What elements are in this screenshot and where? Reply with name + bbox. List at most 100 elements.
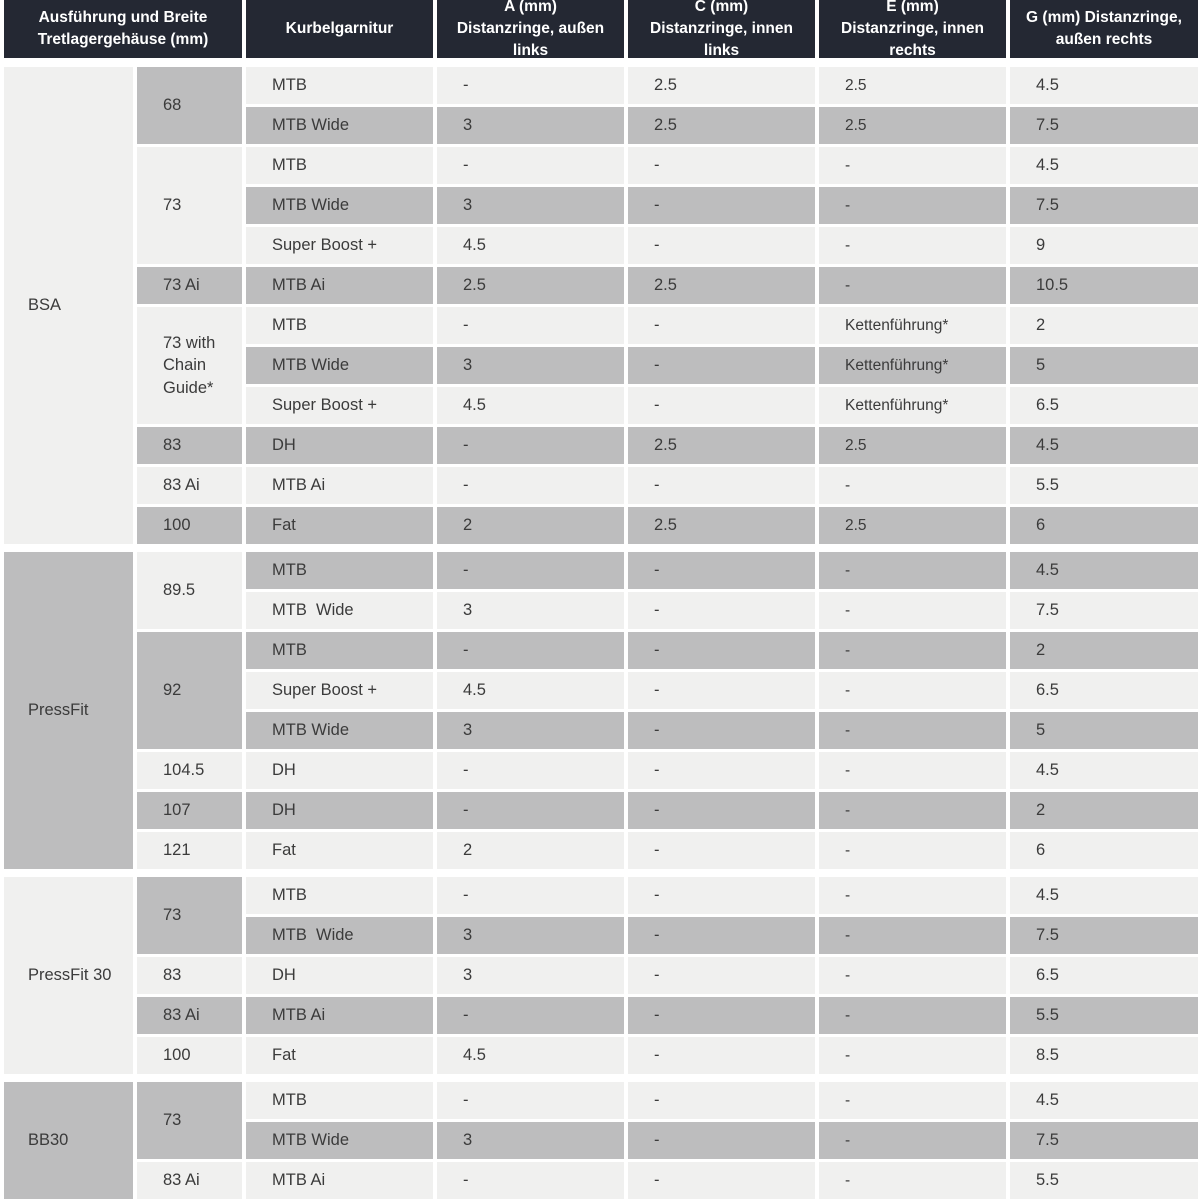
table-row: Fat 4.5- -8.5 [246,1037,1200,1074]
value-a: - [437,877,624,914]
value-a: - [437,427,624,464]
col-header-e-mm: E (mm) Distanzringe, innen rechts [819,0,1006,59]
value-g: 4.5 [1010,1082,1198,1119]
value-a: 3 [437,107,624,144]
value-g: 8.5 [1010,1037,1198,1074]
value-a: 3 [437,347,624,384]
table-row: MTB Wide 3 2.5 2.5 7.5 [246,107,1200,144]
value-c: - [628,347,815,384]
value-a: 3 [437,1122,624,1159]
width-group: 83 Ai MTB Ai - - -5.5 [137,467,1200,504]
value-c: - [628,1162,815,1199]
table-row: MTB - - -4.5 [246,147,1200,184]
value-c: - [628,957,815,994]
value-a: - [437,552,624,589]
width-group: 100 Fat 2 2.5 2.5 6 [137,507,1200,544]
crank-rows: MTB - - -2 Super Boost +4.5- -6.5 MTB Wide 3- -5 [246,632,1200,749]
value-g: 5.5 [1010,1162,1198,1199]
width-group: 107 DH - - -2 [137,792,1200,829]
value-c: 2.5 [628,507,815,544]
value-e: Kettenführung* [819,307,1006,344]
group-label-pressfit: PressFit [4,552,133,869]
value-e: - [819,552,1006,589]
width-group: 92 MTB - - -2 Super Boost +4.5- -6.5 MTB Wide 3-… [137,632,1200,749]
value-e: Kettenführung* [819,387,1006,424]
value-c: - [628,997,815,1034]
value-c: - [628,592,815,629]
value-c: - [628,712,815,749]
width-groups: 89.5 MTB - - -4.5 MTB Wide 3- -7.5 92 MTB - - -2 Supe… [137,552,1200,869]
group-label-pressfit-30: PressFit 30 [4,877,133,1074]
width-groups: 68 MTB -2.5 2.5 4.5 MTB Wide 3 2.5 2.5 7.5 73 MTB - -… [137,67,1200,544]
value-c: 2.5 [628,267,815,304]
crank-cell: MTB Ai [246,997,433,1034]
col-header-a-mm: A (mm) Distanzringe, außen links [437,0,624,59]
table-row: MTB - - Kettenführung* 2 [246,307,1200,344]
table-row: DH - - -2 [246,792,1200,829]
width-group: 73 Ai MTB Ai 2.5 2.5-10.5 [137,267,1200,304]
table-row: MTB - - -4.5 [246,1082,1200,1119]
value-g: 4.5 [1010,752,1198,789]
value-g: 2 [1010,632,1198,669]
crank-cell: MTB [246,877,433,914]
value-g: 10.5 [1010,267,1198,304]
table-row: MTB Wide 3- -7.5 [246,187,1200,224]
value-e: - [819,997,1006,1034]
width-group: 68 MTB -2.5 2.5 4.5 MTB Wide 3 2.5 2.5 7.5 [137,67,1200,144]
crank-cell: MTB Wide [246,592,433,629]
value-a: 3 [437,957,624,994]
table-row: DH 3- -6.5 [246,957,1200,994]
value-c: - [628,832,815,869]
value-e: - [819,147,1006,184]
value-e: Kettenführung* [819,347,1006,384]
value-g: 2 [1010,792,1198,829]
value-g: 7.5 [1010,107,1198,144]
width-groups: 73 MTB - - -4.5 MTB Wide 3- -7.5 83 DH 3- -6.5 83 Ai… [137,877,1200,1074]
value-a: - [437,1082,624,1119]
width-cell: 73 [137,1082,242,1159]
section-bb30: BB30 73 MTB - - -4.5 MTB Wide 3- -7.5 83 Ai MTB Ai… [4,1082,1200,1199]
value-g: 4.5 [1010,877,1198,914]
value-e: 2.5 [819,107,1006,144]
width-cell: 104.5 [137,752,242,789]
value-e: - [819,672,1006,709]
table-row: MTB Wide 3- -7.5 [246,592,1200,629]
width-cell: 92 [137,632,242,749]
width-group: 73 with Chain Guide* MTB - - Kettenführung* 2… [137,307,1200,424]
value-a: - [437,1162,624,1199]
crank-cell: Super Boost + [246,672,433,709]
width-cell: 100 [137,1037,242,1074]
width-cell: 73 [137,147,242,264]
width-group: 83 DH 3- -6.5 [137,957,1200,994]
width-group: 83 DH -2.5 2.5 4.5 [137,427,1200,464]
table-row: MTB Ai - - -5.5 [246,467,1200,504]
value-e: - [819,832,1006,869]
value-e: - [819,1037,1006,1074]
value-e: - [819,792,1006,829]
value-c: - [628,752,815,789]
value-a: 3 [437,917,624,954]
crank-cell: Super Boost + [246,387,433,424]
value-e: 2.5 [819,427,1006,464]
value-a: 2 [437,507,624,544]
crank-cell: MTB Ai [246,267,433,304]
table-body: BSA 68 MTB -2.5 2.5 4.5 MTB Wide 3 2.5 2.5 7.5 73 MT… [4,67,1200,1199]
value-a: 3 [437,187,624,224]
crank-cell: MTB Wide [246,712,433,749]
table-row: Fat 2- -6 [246,832,1200,869]
value-e: - [819,1122,1006,1159]
crank-rows: DH - - -2 [246,792,1200,829]
crank-rows: MTB - - -4.5 MTB Wide 3- -7.5 Super Boost +4.5-… [246,147,1200,264]
value-e: 2.5 [819,507,1006,544]
value-g: 6 [1010,507,1198,544]
value-g: 4.5 [1010,147,1198,184]
value-g: 5.5 [1010,997,1198,1034]
width-cell: 73 [137,877,242,954]
table-row: Super Boost +4.5- Kettenführung* 6.5 [246,387,1200,424]
value-a: 4.5 [437,672,624,709]
value-g: 6.5 [1010,957,1198,994]
crank-cell: Fat [246,832,433,869]
value-c: - [628,467,815,504]
crank-cell: MTB Wide [246,917,433,954]
crank-rows: DH -2.5 2.5 4.5 [246,427,1200,464]
